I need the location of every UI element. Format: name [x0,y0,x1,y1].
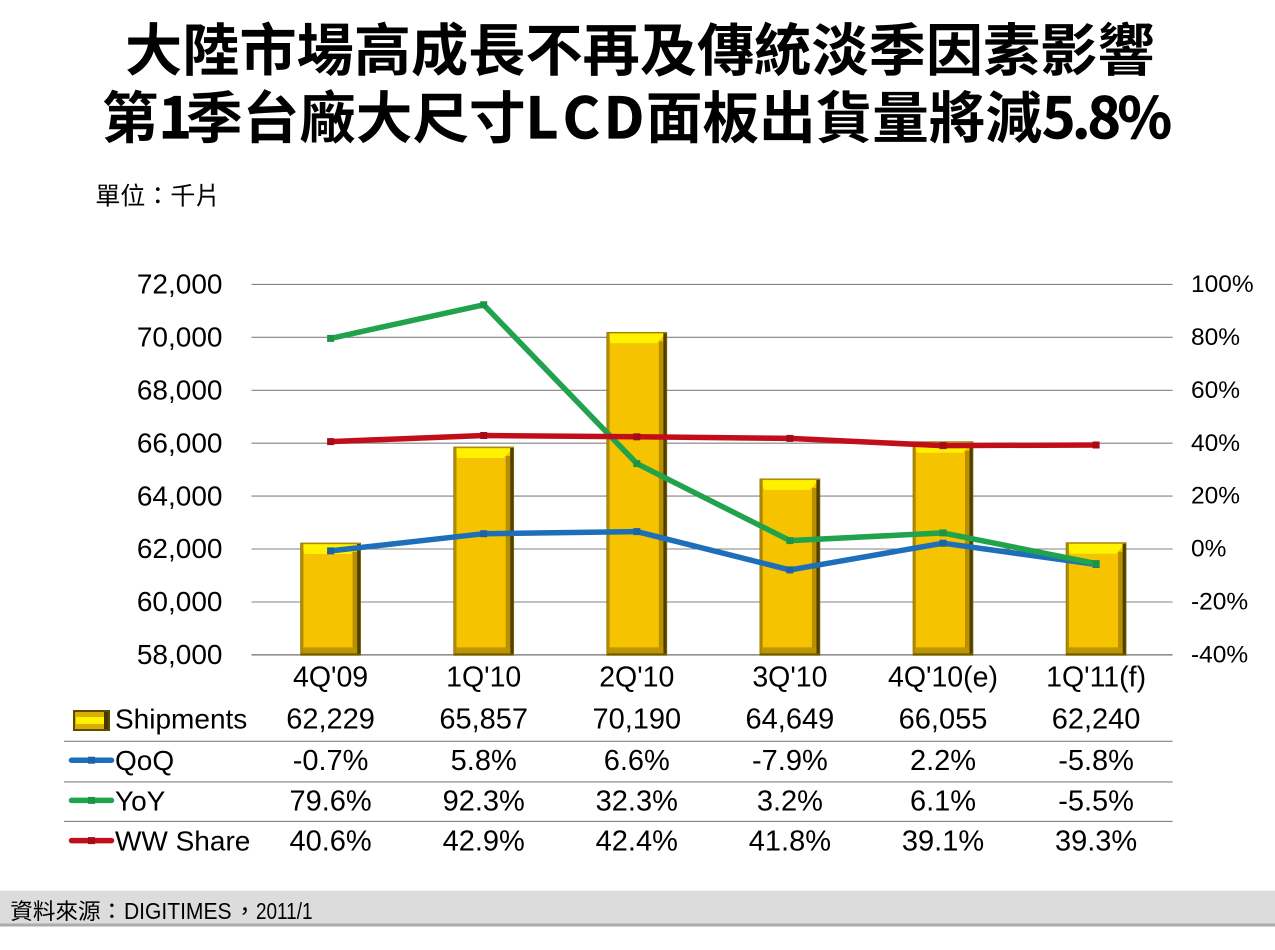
svg-text:92.3%: 92.3% [443,786,525,818]
svg-text:39.3%: 39.3% [1055,826,1137,858]
svg-text:32.3%: 32.3% [596,786,678,818]
svg-text:5.8%: 5.8% [451,745,517,777]
svg-text:3.2%: 3.2% [757,786,823,818]
svg-text:6.6%: 6.6% [604,745,670,777]
svg-text:2.2%: 2.2% [910,745,976,777]
svg-text:-20%: -20% [1191,589,1248,616]
svg-text:62,240: 62,240 [1052,704,1141,736]
svg-text:YoY: YoY [115,786,166,817]
svg-text:2Q'10: 2Q'10 [599,662,674,694]
svg-text:4Q'09: 4Q'09 [293,662,368,694]
svg-text:62,229: 62,229 [286,704,375,736]
svg-text:WW Share: WW Share [115,826,250,857]
svg-text:6.1%: 6.1% [910,786,976,818]
svg-text:72,000: 72,000 [137,269,223,300]
svg-text:42.9%: 42.9% [443,826,525,858]
svg-text:58,000: 58,000 [137,639,223,670]
svg-text:79.6%: 79.6% [289,786,371,818]
svg-text:-5.8%: -5.8% [1058,745,1134,777]
svg-text:66,055: 66,055 [899,704,988,736]
svg-text:-0.7%: -0.7% [293,745,369,777]
svg-text:42.4%: 42.4% [596,826,678,858]
svg-text:60%: 60% [1191,377,1240,404]
svg-text:62,000: 62,000 [137,533,223,564]
svg-text:100%: 100% [1191,271,1254,298]
svg-text:68,000: 68,000 [137,375,223,406]
svg-text:4Q'10(e): 4Q'10(e) [888,662,998,694]
svg-text:60,000: 60,000 [137,586,223,617]
svg-text:-40%: -40% [1191,642,1248,669]
svg-text:1Q'11(f): 1Q'11(f) [1046,662,1146,694]
svg-text:3Q'10: 3Q'10 [752,662,827,694]
svg-text:80%: 80% [1191,324,1240,351]
svg-text:40.6%: 40.6% [289,826,371,858]
svg-text:1Q'10: 1Q'10 [446,662,521,694]
svg-text:DIGITIMES: DIGITIMES [124,898,232,924]
svg-text:64,649: 64,649 [746,704,835,736]
svg-text:0%: 0% [1191,536,1226,563]
svg-text:70,000: 70,000 [137,322,223,353]
svg-text:2011/1: 2011/1 [256,898,313,924]
svg-text:65,857: 65,857 [439,704,528,736]
svg-text:Shipments: Shipments [115,704,247,735]
svg-text:41.8%: 41.8% [749,826,831,858]
svg-text:70,190: 70,190 [592,704,681,736]
svg-text:QoQ: QoQ [115,745,174,776]
svg-text:39.1%: 39.1% [902,826,984,858]
svg-text:-5.5%: -5.5% [1058,786,1134,818]
svg-text:20%: 20% [1191,483,1240,510]
svg-text:40%: 40% [1191,430,1240,457]
svg-text:-7.9%: -7.9% [752,745,828,777]
svg-text:66,000: 66,000 [137,427,223,458]
svg-text:64,000: 64,000 [137,480,223,511]
